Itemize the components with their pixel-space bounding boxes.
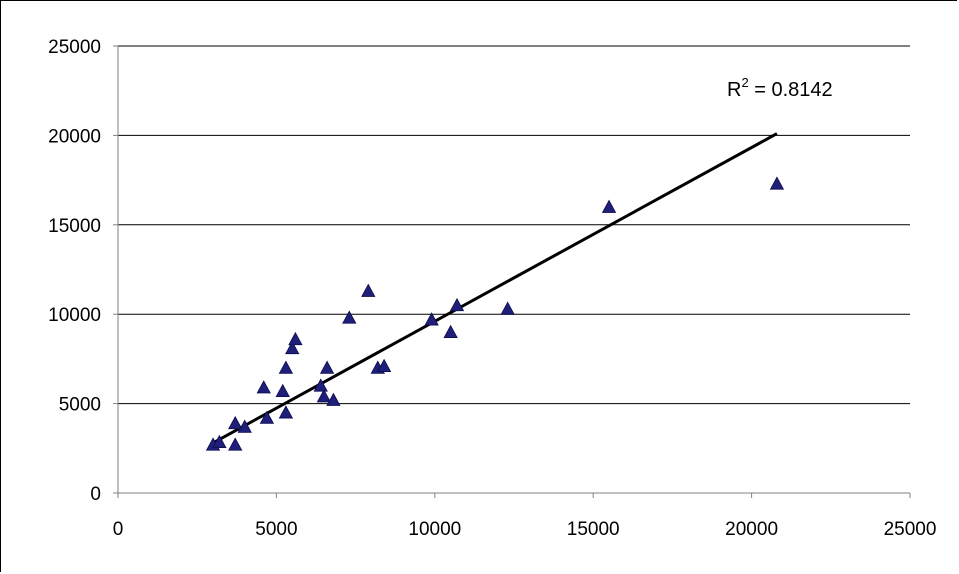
data-point (275, 383, 290, 397)
data-point (376, 358, 392, 372)
x-tick-labels: 0 5000 10000 15000 20000 25000 (113, 493, 937, 540)
y-tick-label: 25000 (48, 37, 101, 58)
data-point (228, 437, 243, 451)
trendline-group (212, 132, 778, 445)
data-point (449, 297, 465, 312)
data-point (212, 434, 227, 448)
data-point (259, 410, 275, 424)
r-squared-base: R (727, 79, 741, 101)
data-point (288, 331, 303, 346)
data-point (500, 301, 515, 315)
axes (117, 46, 910, 494)
y-tick-label: 5000 (59, 395, 101, 416)
data-point (443, 324, 458, 338)
x-tick-label: 0 (113, 519, 124, 540)
data-point (278, 405, 294, 419)
x-tick-label: 25000 (884, 519, 937, 540)
x-tick-label: 10000 (408, 519, 461, 540)
data-point (256, 380, 271, 394)
r-squared-value: = 0.8142 (749, 79, 833, 101)
data-point (228, 415, 243, 430)
data-point (278, 360, 294, 374)
data-point (285, 340, 300, 355)
y-tick-label: 20000 (48, 126, 101, 147)
data-point (601, 199, 617, 213)
y-tick-label: 10000 (48, 305, 101, 326)
data-point (424, 312, 439, 326)
data-point (769, 176, 785, 190)
data-point (313, 378, 328, 392)
data-point (319, 360, 335, 374)
r-squared-superscript: 2 (741, 75, 748, 90)
data-point (237, 419, 252, 433)
x-tick-label: 5000 (255, 519, 297, 540)
y-tick-labels: 0 5000 10000 15000 20000 25000 (48, 37, 118, 505)
x-tick-label: 20000 (725, 519, 778, 540)
data-point (342, 310, 357, 324)
x-tick-label: 15000 (567, 519, 620, 540)
r-squared-label: R2 = 0.8142 (727, 75, 833, 101)
data-point (326, 392, 341, 406)
y-tick-label: 15000 (48, 216, 101, 237)
y-tick-label: 0 (90, 484, 101, 505)
data-point (316, 389, 332, 403)
data-point (361, 283, 376, 297)
trendline (212, 132, 778, 445)
data-points (205, 176, 785, 451)
